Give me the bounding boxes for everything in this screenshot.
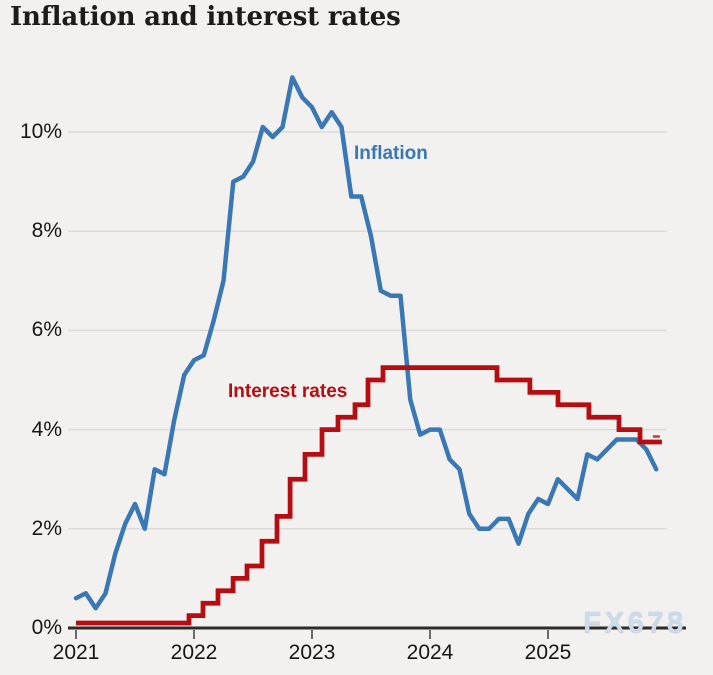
- watermark-fx678: FX678: [583, 606, 687, 639]
- x-axis-label-2021: 2021: [52, 641, 100, 664]
- inflation-line: [73, 75, 659, 611]
- y-axis-label-2%: 2%: [31, 516, 62, 540]
- x-axis-label-2022: 2022: [170, 641, 218, 664]
- interest-rates-line: [76, 365, 662, 626]
- y-axis-label-8%: 8%: [31, 219, 62, 243]
- y-axis-label-6%: 6%: [31, 318, 62, 342]
- y-axis-label-0%: 0%: [31, 616, 62, 639]
- y-axis-label-10%: 10%: [19, 120, 62, 143]
- x-axis-label-2024: 2024: [406, 641, 454, 664]
- chart-title: Inflation and interest rates: [10, 2, 401, 32]
- x-axis-label-2023: 2023: [288, 641, 336, 664]
- x-axis-label-2025: 2025: [524, 641, 572, 664]
- y-axis-label-4%: 4%: [31, 417, 62, 441]
- interest-rates-series-label: Interest rates: [228, 381, 348, 402]
- inflation-series-label: Inflation: [354, 143, 428, 164]
